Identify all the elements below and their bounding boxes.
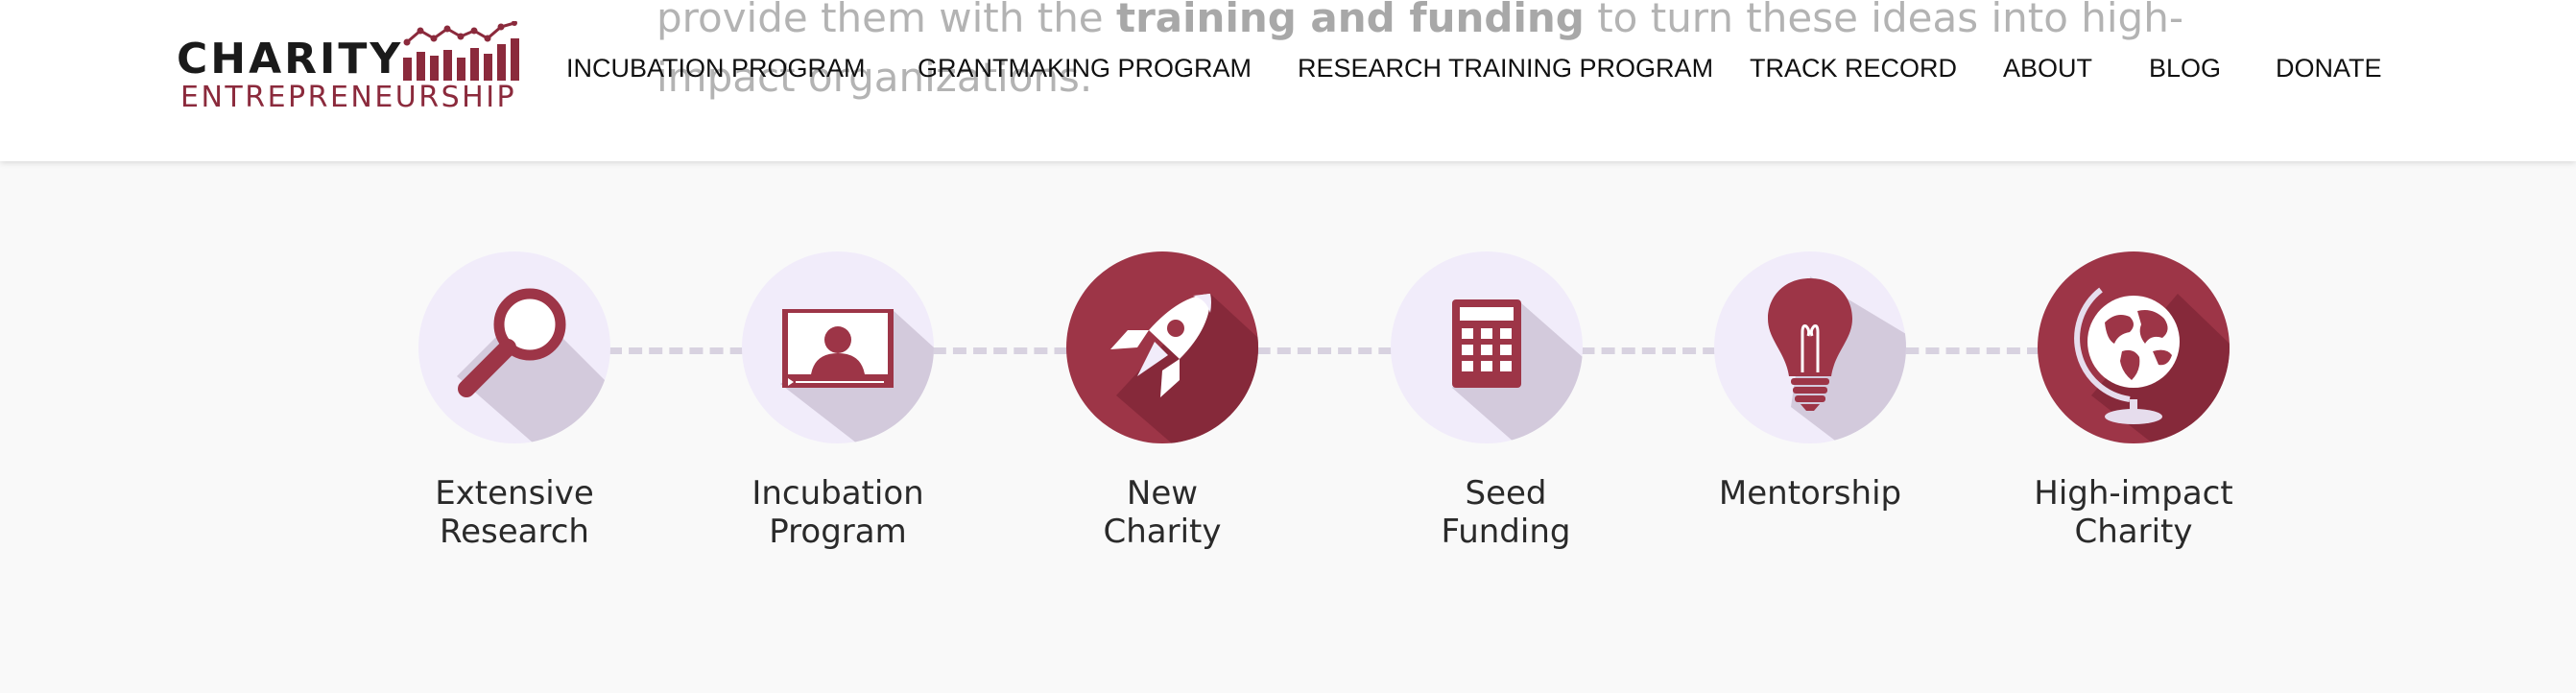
step-seed-funding-circle (1391, 251, 1583, 443)
rocket-icon (1110, 294, 1258, 443)
logo-text-entrepreneurship: ENTREPRENEURSHIP (180, 81, 517, 114)
step-high-impact-charity-circle (2038, 251, 2230, 443)
magnifying-glass-icon (457, 288, 610, 443)
charity-entrepreneurship-logo[interactable]: CHARITY ENTREPRENEURSHIP (177, 21, 522, 117)
nav-incubation-program[interactable]: INCUBATION PROGRAM (566, 54, 866, 83)
step-label-incubation-program: Incubation Program (751, 474, 924, 551)
video-presentation-icon (780, 309, 934, 443)
step-incubation-program-circle (742, 251, 934, 443)
background-intro-text: provide them with the training and fundi… (656, 0, 2183, 101)
nav-track-record[interactable]: TRACK RECORD (1750, 54, 1958, 83)
step-label-high-impact-charity: High-impact Charity (2034, 474, 2233, 551)
step-new-charity-circle (1066, 251, 1258, 443)
nav-grantmaking-program[interactable]: GRANTMAKING PROGRAM (918, 54, 1252, 83)
logo-bar-chart-icon (403, 21, 519, 81)
nav-donate[interactable]: DONATE (2276, 54, 2382, 83)
step-label-seed-funding: Seed Funding (1441, 474, 1571, 551)
nav-research-training-program[interactable]: RESEARCH TRAINING PROGRAM (1298, 54, 1714, 83)
globe-icon (2074, 287, 2230, 443)
site-header: provide them with the training and fundi… (0, 0, 2576, 161)
step-extensive-research-circle (418, 251, 610, 443)
step-mentorship-circle (1714, 251, 1906, 443)
dashed-connector-line (608, 347, 2040, 355)
nav-about[interactable]: ABOUT (2003, 54, 2093, 83)
nav-blog[interactable]: BLOG (2149, 54, 2222, 83)
step-label-extensive-research: Extensive Research (435, 474, 594, 551)
calculator-icon (1452, 299, 1583, 443)
step-label-mentorship: Mentorship (1718, 474, 1902, 513)
lightbulb-icon (1768, 276, 1906, 443)
logo-text-charity: CHARITY (177, 35, 404, 84)
step-label-new-charity: New Charity (1103, 474, 1222, 551)
